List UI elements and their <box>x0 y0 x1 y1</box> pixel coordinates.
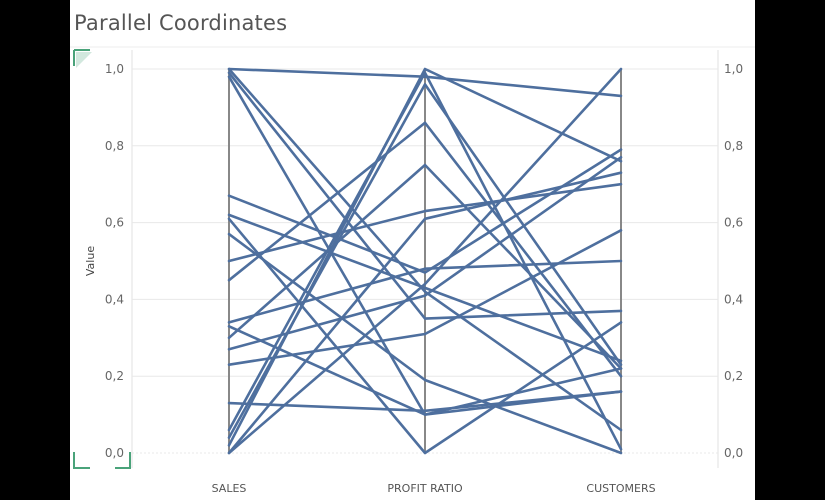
y-tick-label-right: 0,2 <box>724 369 743 383</box>
y-tick-label-right: 0,4 <box>724 292 743 306</box>
y-tick-label-right: 1,0 <box>724 62 743 76</box>
series-line-3 <box>227 71 623 320</box>
series-line-19 <box>227 67 623 447</box>
series-line-20 <box>227 171 623 455</box>
category-label: CUSTOMERS <box>586 482 655 495</box>
series-line-6 <box>227 213 623 363</box>
y-tick-label-right: 0,8 <box>724 139 743 153</box>
series-line-17 <box>227 71 623 451</box>
grid-layer <box>70 46 755 469</box>
corner-fill-top-left <box>76 52 92 68</box>
series-line-7 <box>227 217 623 455</box>
y-tick-label-left: 0,0 <box>105 446 124 460</box>
series-line-8 <box>227 232 623 455</box>
chart-panel <box>70 0 755 500</box>
y-tick-label-left: 0,4 <box>105 292 124 306</box>
y-tick-label-left: 0,8 <box>105 139 124 153</box>
y-tick-label-left: 1,0 <box>105 62 124 76</box>
category-label: PROFIT RATIO <box>387 482 463 495</box>
chart-title: Parallel Coordinates <box>74 11 288 35</box>
series-line-9 <box>227 182 623 263</box>
labels-layer: 0,0 0,0 0,2 0,2 0,4 0,4 0,6 0,6 0,8 0,8 1,0 1,0 Valu… <box>84 62 743 495</box>
y-tick-label-left: 0,6 <box>105 216 124 230</box>
series-line-15 <box>227 229 623 367</box>
corner-mark-bottom-left <box>73 452 90 469</box>
corner-mark-bottom-right <box>115 452 131 469</box>
series-line-14 <box>227 156 623 351</box>
y-tick-label-right: 0,0 <box>724 446 743 460</box>
corner-mark-top-left <box>73 49 90 66</box>
y-tick-label-right: 0,6 <box>724 216 743 230</box>
category-label: SALES <box>212 482 247 495</box>
series-line-1 <box>227 67 623 98</box>
y-tick-label-left: 0,2 <box>105 369 124 383</box>
series-line-5 <box>227 148 623 274</box>
series-line-10 <box>227 121 623 378</box>
series-line-21 <box>227 67 623 455</box>
y-axis-title: Value <box>84 246 97 276</box>
series-layer <box>227 67 623 455</box>
series-line-13 <box>227 163 623 370</box>
series-line-16 <box>227 390 623 413</box>
